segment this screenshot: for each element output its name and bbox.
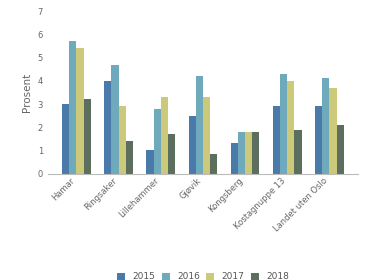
Bar (280, 74, 287, 174)
Bar (161, 97, 168, 174)
Bar (273, 106, 280, 174)
Bar (111, 65, 118, 174)
Bar (323, 78, 330, 174)
Bar (252, 132, 259, 174)
Bar (337, 125, 344, 174)
Bar (294, 130, 302, 174)
Bar (62, 104, 69, 174)
Bar (76, 48, 83, 174)
Bar (287, 81, 294, 174)
Bar (189, 116, 196, 174)
Bar (203, 97, 210, 174)
Bar (330, 88, 337, 174)
Bar (168, 134, 175, 174)
Bar (69, 41, 76, 174)
Legend: 2015, 2016, 2017, 2018: 2015, 2016, 2017, 2018 (117, 272, 289, 280)
Bar (126, 141, 133, 174)
Bar (83, 99, 91, 174)
Bar (210, 154, 217, 174)
Bar (118, 106, 126, 174)
Bar (154, 109, 161, 174)
Bar (196, 76, 203, 174)
Bar (238, 132, 245, 174)
Bar (315, 106, 323, 174)
Bar (104, 81, 111, 174)
Bar (245, 132, 252, 174)
Y-axis label: Prosent: Prosent (22, 73, 32, 112)
Bar (146, 150, 154, 174)
Bar (231, 143, 238, 174)
